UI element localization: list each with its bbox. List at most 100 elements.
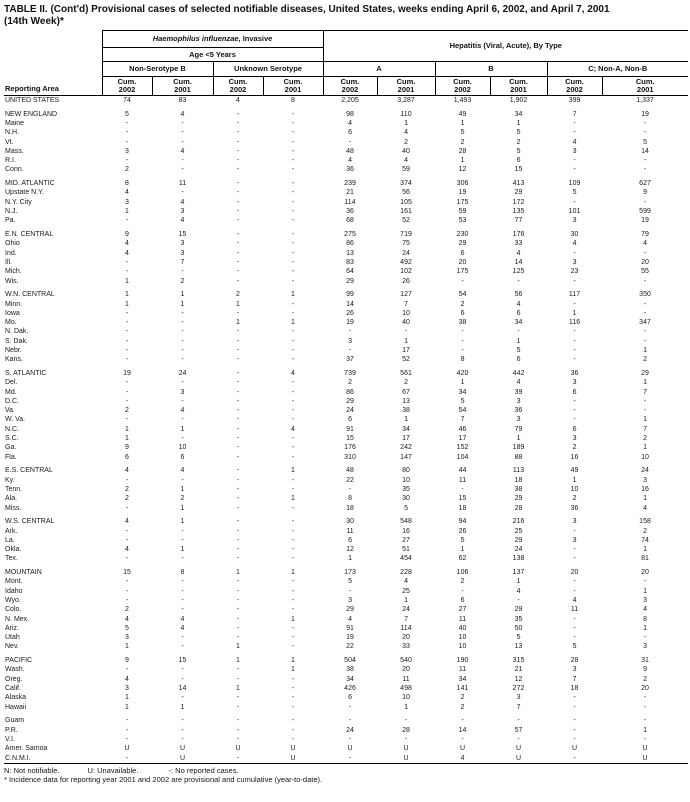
value-cell: 14: [178, 685, 187, 693]
value-cell: 74: [641, 536, 649, 544]
reporting-area-cell: Ariz.: [5, 624, 19, 632]
value-cell: 190: [456, 657, 469, 665]
value-cell: -: [643, 407, 647, 415]
value-cell: 56: [514, 291, 523, 299]
reporting-area-cell: UNITED STATES: [5, 97, 60, 104]
value-cell: 24: [641, 467, 649, 475]
value-cell: 6: [180, 453, 185, 461]
value-cell: -: [236, 346, 240, 354]
table-row: Upstate N.Y. 4 - - - 21 56 19 29 5 9: [4, 188, 688, 197]
value-cell: 1: [180, 425, 185, 433]
value-cell: 4: [180, 110, 185, 118]
table-row: E.N. CENTRAL 9 15 - - 275 719 230 176 30 79: [4, 230, 688, 239]
value-cell: U: [179, 745, 186, 753]
value-cell: 4: [572, 596, 577, 604]
reporting-area-cell: N. Dak.: [5, 328, 29, 336]
value-cell: 36: [346, 166, 354, 174]
table-row: Alaska 1 - - - 6 10 2 3 - -: [4, 693, 688, 702]
value-cell: 1: [643, 444, 647, 452]
value-cell: -: [291, 476, 295, 484]
value-cell: 7: [180, 258, 185, 266]
value-cell: -: [291, 129, 295, 137]
value-cell: 1: [236, 300, 240, 308]
value-cell: 7: [643, 388, 647, 396]
value-cell: U: [602, 753, 689, 764]
value-cell: 1: [572, 476, 577, 484]
value-cell: -: [236, 578, 240, 586]
value-cell: 40: [402, 147, 410, 155]
value-cell: 13: [346, 249, 354, 257]
value-cell: -: [125, 138, 129, 146]
value-cell: 1: [404, 119, 408, 127]
value-cell: 40: [402, 319, 410, 327]
value-cell: -: [181, 346, 184, 354]
value-cell: -: [125, 527, 129, 535]
value-cell: -: [291, 606, 295, 614]
value-cell: 9: [643, 666, 647, 674]
table-row: Nev. 1 - 1 - 22 33 10 13 5 3: [4, 642, 688, 651]
value-cell: 11: [402, 675, 410, 683]
value-cell: 2: [643, 527, 647, 535]
haemophilus-name-rest: , Invasive: [238, 34, 273, 43]
value-cell: -: [181, 606, 184, 614]
value-cell: 1: [291, 569, 295, 577]
value-cell: -: [125, 555, 129, 563]
reporting-area-cell: Okla.: [5, 546, 22, 554]
value-cell: -: [236, 416, 240, 424]
value-cell: -: [236, 240, 240, 248]
value-cell: -: [181, 675, 184, 683]
value-cell: 5: [460, 397, 465, 405]
value-cell: -: [573, 416, 576, 424]
value-cell: 49: [458, 110, 467, 118]
value-cell: -: [125, 258, 129, 266]
value-cell: -: [291, 726, 295, 734]
value-cell: 10: [402, 309, 410, 317]
value-cell: 3: [572, 666, 577, 674]
value-cell: -: [236, 735, 240, 743]
value-cell: -: [573, 624, 576, 632]
reporting-area-cell: Colo.: [5, 606, 22, 614]
reporting-area-cell: Mo.: [5, 319, 17, 327]
value-cell: -: [291, 717, 295, 725]
value-cell: -: [573, 198, 576, 206]
value-cell: 4: [516, 249, 521, 257]
value-cell: -: [291, 388, 295, 396]
value-cell: -: [573, 546, 576, 554]
reporting-area-cell: Ga.: [5, 444, 17, 452]
value-cell: 1: [643, 624, 647, 632]
value-cell: -: [181, 189, 184, 197]
value-cell: 20: [641, 569, 649, 577]
table-row: Ga. 9 10 - - 176 242 152 189 2 1: [4, 443, 688, 452]
reporting-area-cell: C.N.M.I.: [4, 753, 102, 764]
value-cell: 1: [236, 643, 240, 651]
value-cell: 18: [570, 685, 579, 693]
haemophilus-group-header: Haemophilus influenzae, Invasive: [101, 30, 324, 48]
value-cell: -: [181, 536, 184, 544]
value-cell: 64: [346, 268, 354, 276]
value-cell: 20: [402, 666, 410, 674]
value-cell: -: [102, 753, 152, 764]
table-row: PACIFIC 9 15 1 1 504 540 190 315 28 31: [4, 656, 688, 665]
value-cell: 59: [402, 166, 410, 174]
value-cell: -: [348, 703, 352, 711]
value-cell: -: [125, 504, 129, 512]
value-cell: 2: [572, 495, 577, 503]
value-cell: 2: [125, 485, 129, 493]
reporting-area-cell: W.S. CENTRAL: [5, 518, 55, 526]
value-cell: 4: [404, 129, 408, 137]
table-row: E.S. CENTRAL 4 4-1 48 80 44 113 49 24: [4, 466, 688, 475]
value-cell: 29: [514, 495, 523, 503]
value-cell: -: [181, 119, 184, 127]
value-cell: 37: [346, 356, 354, 364]
value-cell: -: [236, 138, 240, 146]
value-cell: 24: [178, 369, 187, 377]
value-cell: 3: [180, 208, 185, 216]
value-cell: 2: [125, 606, 129, 614]
value-cell: 4: [572, 240, 577, 248]
value-cell: 3: [572, 217, 577, 225]
value-cell: U: [263, 753, 324, 764]
value-cell: 5: [460, 129, 465, 137]
value-cell: 10: [641, 453, 649, 461]
reporting-area-cell: Pa.: [5, 217, 16, 225]
reporting-area-cell: Tex.: [5, 555, 18, 563]
